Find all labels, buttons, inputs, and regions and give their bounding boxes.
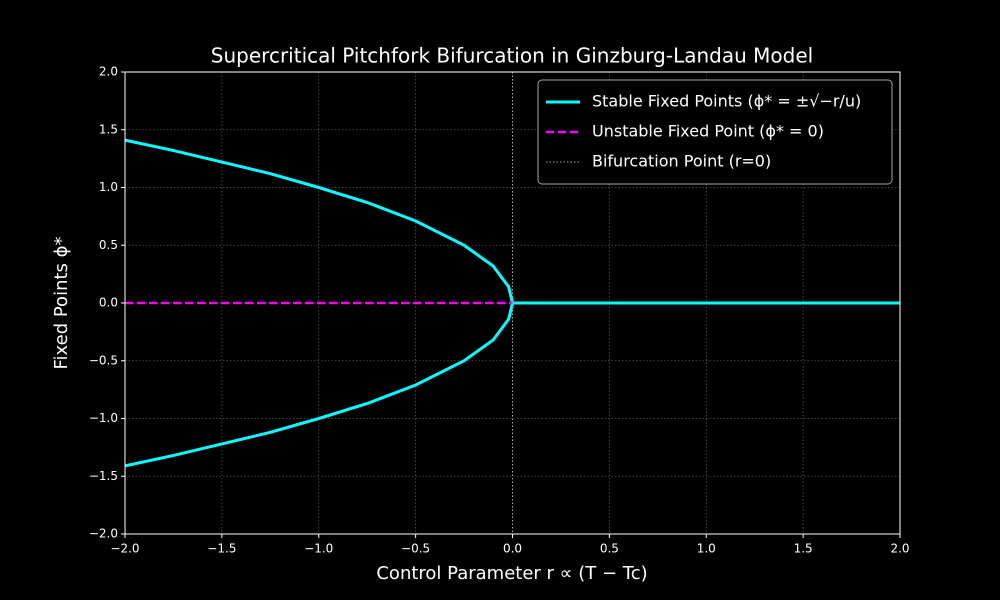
y-tick-label: −1.5 [89, 469, 118, 483]
chart-title: Supercritical Pitchfork Bifurcation in G… [211, 44, 813, 68]
series-line [124, 138, 900, 305]
y-tick-label: 2.0 [99, 65, 118, 79]
x-axis-label: Control Parameter r ∝ (T − Tc) [376, 563, 647, 584]
legend-label: Stable Fixed Points (ϕ* = ±√−r/u) [592, 92, 861, 111]
x-tick-label: 0.5 [600, 542, 619, 556]
y-tick-label: −0.5 [89, 353, 118, 367]
x-tick-label: 1.0 [697, 542, 716, 556]
legend-label: Bifurcation Point (r=0) [592, 152, 771, 171]
x-tick-label: 0.0 [503, 542, 522, 556]
x-tick-label: 2.0 [890, 542, 909, 556]
legend-label: Unstable Fixed Point (ϕ* = 0) [592, 122, 824, 141]
legend-box [537, 79, 893, 185]
y-tick-label: 0.0 [99, 296, 118, 310]
y-axis-label: Fixed Points ϕ* [51, 236, 72, 369]
y-tick-label: −2.0 [89, 527, 118, 541]
x-tick-label: −2.0 [110, 542, 139, 556]
series-line [124, 302, 514, 468]
x-tick-label: −0.5 [401, 542, 430, 556]
x-tick-label: −1.5 [207, 542, 236, 556]
x-tick-label: −1.0 [304, 542, 333, 556]
y-tick-label: 0.5 [99, 238, 118, 252]
y-tick-label: −1.0 [89, 411, 118, 425]
plot-frame [124, 71, 901, 535]
y-tick-label: 1.5 [99, 122, 118, 136]
x-tick-label: 1.5 [794, 542, 813, 556]
y-tick-label: 1.0 [99, 180, 118, 194]
